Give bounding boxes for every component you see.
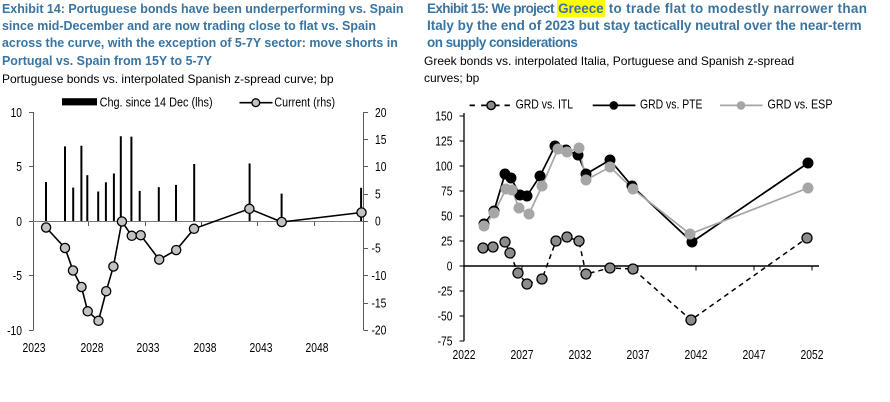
svg-text:25: 25 bbox=[441, 235, 452, 249]
svg-text:2032: 2032 bbox=[569, 348, 592, 362]
svg-text:-15: -15 bbox=[372, 297, 387, 311]
svg-text:75: 75 bbox=[441, 185, 452, 199]
svg-text:GRD vs. ITL: GRD vs. ITL bbox=[516, 98, 574, 112]
svg-text:10: 10 bbox=[375, 160, 386, 174]
svg-text:5: 5 bbox=[16, 160, 22, 174]
svg-text:20: 20 bbox=[375, 106, 386, 120]
svg-text:-75: -75 bbox=[438, 335, 453, 349]
svg-text:-50: -50 bbox=[438, 310, 453, 324]
svg-text:GRD vs. PTE: GRD vs. PTE bbox=[640, 98, 703, 112]
svg-text:Current (rhs): Current (rhs) bbox=[274, 95, 335, 109]
svg-text:2052: 2052 bbox=[801, 348, 824, 362]
svg-text:2028: 2028 bbox=[81, 341, 104, 355]
svg-text:2048: 2048 bbox=[306, 341, 329, 355]
svg-text:5: 5 bbox=[375, 188, 381, 202]
svg-text:-5: -5 bbox=[13, 269, 22, 283]
svg-text:15: 15 bbox=[375, 133, 386, 147]
svg-text:2022: 2022 bbox=[453, 348, 476, 362]
svg-text:0: 0 bbox=[16, 215, 22, 229]
svg-text:-20: -20 bbox=[372, 324, 387, 338]
svg-text:-25: -25 bbox=[438, 285, 453, 299]
svg-text:2043: 2043 bbox=[250, 341, 273, 355]
svg-text:0: 0 bbox=[375, 215, 381, 229]
svg-text:-10: -10 bbox=[7, 324, 22, 338]
svg-text:2027: 2027 bbox=[511, 348, 534, 362]
svg-text:150: 150 bbox=[435, 110, 452, 124]
svg-text:-10: -10 bbox=[372, 269, 387, 283]
svg-text:2042: 2042 bbox=[685, 348, 708, 362]
svg-text:2038: 2038 bbox=[194, 341, 217, 355]
svg-text:GRD vs. ESP: GRD vs. ESP bbox=[768, 98, 833, 112]
svg-text:2037: 2037 bbox=[627, 348, 650, 362]
svg-text:10: 10 bbox=[11, 106, 22, 120]
svg-text:50: 50 bbox=[441, 210, 452, 224]
svg-text:2047: 2047 bbox=[743, 348, 766, 362]
svg-text:100: 100 bbox=[435, 160, 452, 174]
svg-text:2023: 2023 bbox=[23, 341, 46, 355]
svg-text:0: 0 bbox=[447, 260, 453, 274]
svg-text:125: 125 bbox=[435, 135, 452, 149]
svg-text:-5: -5 bbox=[372, 242, 381, 256]
svg-text:Chg. since 14 Dec (lhs): Chg. since 14 Dec (lhs) bbox=[100, 95, 213, 109]
svg-text:2033: 2033 bbox=[137, 341, 160, 355]
